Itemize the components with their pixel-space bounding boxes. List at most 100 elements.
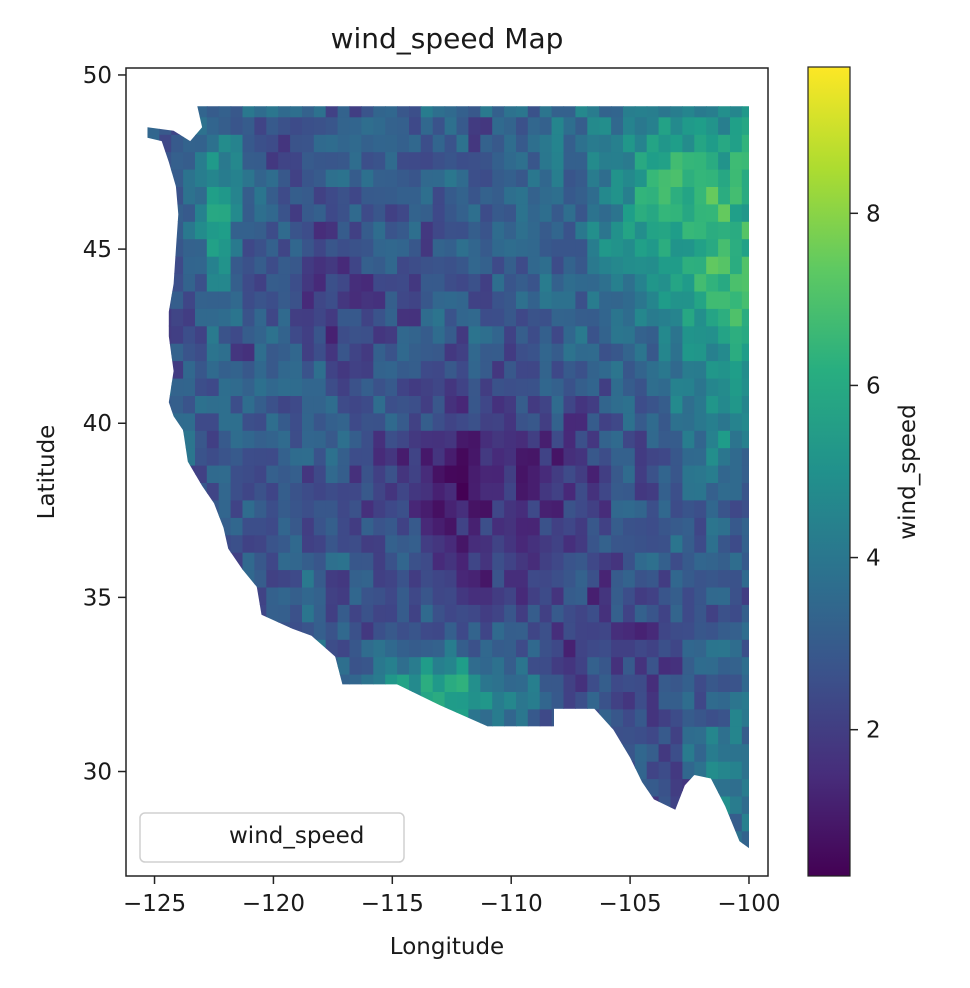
heatmap-cell xyxy=(480,691,493,710)
heatmap-cell xyxy=(694,813,707,832)
heatmap-cell xyxy=(349,778,362,797)
heatmap-cell xyxy=(587,360,600,379)
heatmap-cell xyxy=(349,169,362,187)
heatmap-cell xyxy=(694,465,707,483)
heatmap-cell xyxy=(409,465,422,483)
heatmap-cell xyxy=(551,639,565,658)
heatmap-cell xyxy=(575,795,588,814)
heatmap-cell xyxy=(623,308,636,327)
heatmap-cell xyxy=(147,412,160,431)
heatmap-cell xyxy=(195,412,208,431)
heatmap-cell xyxy=(183,360,196,379)
heatmap-cell xyxy=(420,360,434,379)
heatmap-cell xyxy=(420,134,434,153)
heatmap-cell xyxy=(444,151,458,170)
legend-box xyxy=(139,812,405,863)
heatmap-cell xyxy=(658,395,672,414)
heatmap-cell xyxy=(361,639,374,658)
heatmap-cell xyxy=(646,586,660,605)
heatmap-cell xyxy=(278,308,291,327)
heatmap-cell xyxy=(611,378,624,396)
heatmap-cell xyxy=(444,813,458,832)
heatmap-cell xyxy=(242,325,255,344)
heatmap-cell xyxy=(302,569,315,588)
heatmap-cell xyxy=(230,256,244,275)
heatmap-cell xyxy=(694,186,707,205)
heatmap-cell xyxy=(373,430,386,449)
heatmap-cell xyxy=(444,795,458,814)
heatmap-cell xyxy=(563,360,576,379)
heatmap-cell xyxy=(409,343,422,362)
heatmap-cell xyxy=(409,778,422,797)
heatmap-cell xyxy=(694,534,707,553)
heatmap-cell xyxy=(694,221,707,240)
heatmap-cell xyxy=(230,761,244,780)
heatmap-cell xyxy=(313,552,327,571)
heatmap-cell xyxy=(468,778,481,797)
heatmap-cell xyxy=(658,586,672,605)
heatmap-cell xyxy=(337,639,351,658)
heatmap-cell xyxy=(456,761,469,780)
heatmap-cell xyxy=(290,134,303,153)
heatmap-cell xyxy=(171,534,184,553)
heatmap-cell xyxy=(278,412,291,431)
heatmap-cell xyxy=(551,743,565,762)
heatmap-cell xyxy=(539,447,553,466)
heatmap-cell xyxy=(527,430,541,449)
heatmap-cell xyxy=(432,795,446,814)
heatmap-cell xyxy=(623,430,636,449)
heatmap-cell xyxy=(623,499,636,518)
heatmap-cell xyxy=(218,743,232,762)
heatmap-cell xyxy=(611,691,624,710)
heatmap-cell xyxy=(563,273,576,292)
heatmap-cell xyxy=(361,290,374,309)
heatmap-cell xyxy=(611,621,624,640)
heatmap-cell xyxy=(420,569,434,588)
heatmap-cell xyxy=(254,238,267,257)
heatmap-cell xyxy=(480,778,493,797)
heatmap-cell xyxy=(349,621,362,640)
heatmap-cell xyxy=(230,360,244,379)
heatmap-cell xyxy=(706,586,719,605)
heatmap-cell xyxy=(147,221,160,240)
heatmap-cell xyxy=(183,116,196,135)
heatmap-cell xyxy=(195,134,208,153)
heatmap-cell xyxy=(623,325,636,344)
heatmap-cell xyxy=(313,482,327,501)
heatmap-cell xyxy=(361,656,374,675)
heatmap-cell xyxy=(741,621,749,640)
heatmap-cell xyxy=(694,412,707,431)
heatmap-cell xyxy=(230,621,244,640)
heatmap-cell xyxy=(504,412,517,431)
heatmap-cell xyxy=(706,761,719,780)
heatmap-cell xyxy=(444,604,458,623)
heatmap-cell xyxy=(575,134,588,153)
heatmap-cell xyxy=(397,621,410,640)
heatmap-cell xyxy=(611,186,624,205)
heatmap-cell xyxy=(183,256,196,275)
heatmap-cell xyxy=(278,656,291,675)
heatmap-cell xyxy=(730,726,743,745)
heatmap-cell xyxy=(266,378,279,396)
heatmap-cell xyxy=(325,639,339,658)
heatmap-cell xyxy=(468,116,481,135)
heatmap-cell xyxy=(254,691,267,710)
heatmap-cell xyxy=(599,586,612,605)
heatmap-cell xyxy=(492,238,505,257)
heatmap-cell xyxy=(706,621,719,640)
heatmap-cell xyxy=(313,256,327,275)
heatmap-cell xyxy=(159,395,172,414)
heatmap-cell xyxy=(599,203,612,222)
heatmap-cell xyxy=(195,586,208,605)
heatmap-cell xyxy=(361,743,374,762)
heatmap-cell xyxy=(539,430,553,449)
heatmap-cell xyxy=(278,430,291,449)
heatmap-cell xyxy=(456,586,469,605)
heatmap-cell xyxy=(325,360,339,379)
heatmap-cell xyxy=(587,447,600,466)
heatmap-cell xyxy=(147,708,160,727)
heatmap-cell xyxy=(730,778,743,797)
heatmap-cell xyxy=(254,482,267,501)
heatmap-cell xyxy=(385,116,398,135)
heatmap-cell xyxy=(254,674,267,692)
